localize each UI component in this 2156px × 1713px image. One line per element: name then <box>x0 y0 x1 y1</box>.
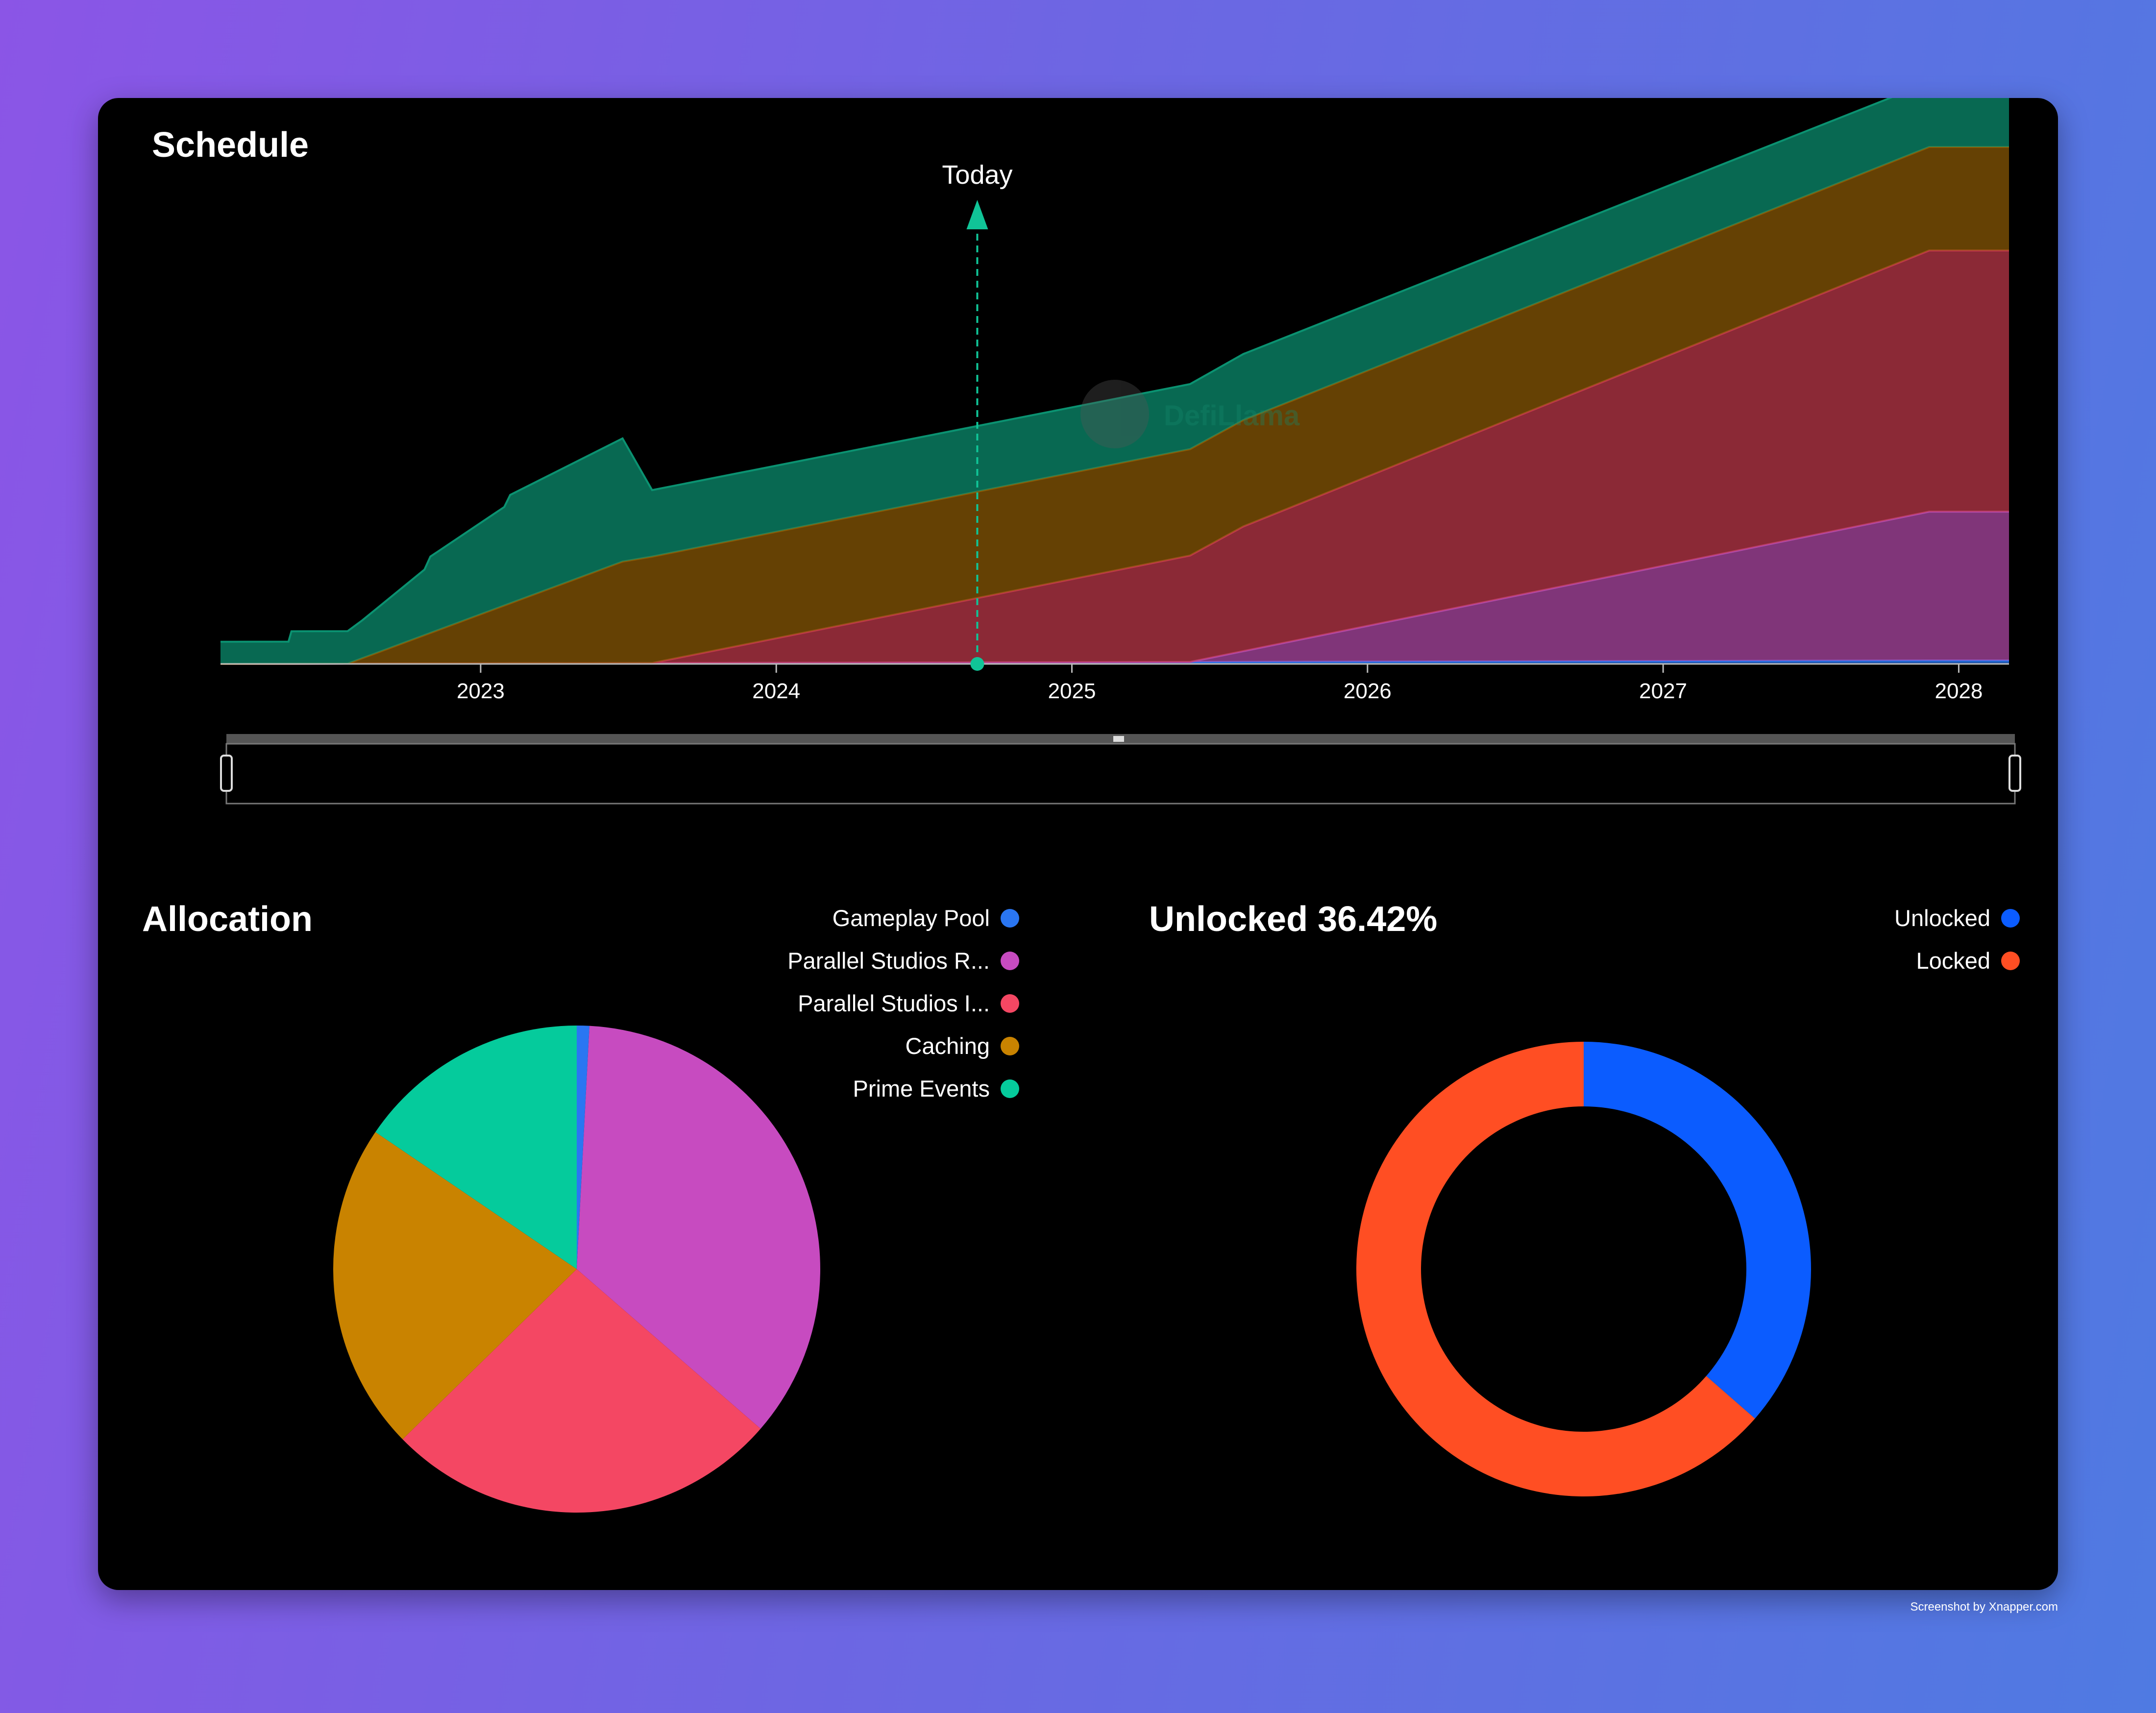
unlocked-donut-chart[interactable] <box>98 98 2058 1590</box>
slice-prime-events[interactable] <box>375 1026 577 1269</box>
legend-item-parallel-studios-i[interactable]: Parallel Studios I... <box>787 982 1019 1025</box>
schedule-line-4 <box>220 98 1893 643</box>
watermark: DefiLlama <box>1080 380 1300 448</box>
legend-label: Prime Events <box>853 1076 990 1101</box>
unlocked-legend: Unlocked Locked <box>1894 897 2020 982</box>
legend-dot-icon <box>1001 951 1019 970</box>
legend-item-unlocked[interactable]: Unlocked <box>1894 897 2020 939</box>
screenshot-credit: Screenshot by Xnapper.com <box>1910 1600 2058 1614</box>
legend-dot-icon <box>2001 908 2020 928</box>
today-arrow-icon <box>966 200 988 229</box>
legend-item-prime-events[interactable]: Prime Events <box>787 1067 1019 1110</box>
legend-dot-icon <box>1001 1079 1019 1098</box>
x-tick-label-2024: 2024 <box>752 679 800 703</box>
allocation-title: Allocation <box>142 900 313 939</box>
x-tick-label-2028: 2028 <box>1935 679 1983 703</box>
schedule-area-1 <box>220 512 2009 664</box>
schedule-title: Schedule <box>152 125 309 165</box>
zoom-handle-end[interactable] <box>2009 755 2021 792</box>
dashboard-card: Schedule DefiLlama 2023 2024 2025 2026 2027 20… <box>98 98 2058 1590</box>
legend-label: Unlocked <box>1894 905 1990 931</box>
slice-gameplay-pool[interactable] <box>577 1026 589 1269</box>
schedule-chart[interactable]: DefiLlama 2023 2024 2025 2026 2027 2028 Today <box>98 98 2058 833</box>
watermark-text: DefiLlama <box>1164 400 1300 432</box>
legend-item-gameplay-pool[interactable]: Gameplay Pool <box>787 897 1019 939</box>
slice-caching[interactable] <box>333 1132 577 1440</box>
legend-label: Locked <box>1916 948 1990 974</box>
zoom-handle-start[interactable] <box>220 755 233 792</box>
x-tick-label-2023: 2023 <box>457 679 505 703</box>
zoom-slider-grip-icon[interactable] <box>1113 736 1124 742</box>
allocation-legend: Gameplay Pool Parallel Studios R... Parall… <box>787 897 1019 1110</box>
today-marker-dot <box>970 657 984 671</box>
schedule-area-3 <box>220 147 2009 664</box>
legend-dot-icon <box>1001 908 1019 928</box>
legend-dot-icon <box>2001 951 2020 970</box>
legend-label: Caching <box>905 1033 990 1059</box>
today-label: Today <box>942 160 1012 190</box>
x-tick-label-2027: 2027 <box>1639 679 1687 703</box>
legend-label: Parallel Studios I... <box>798 990 990 1016</box>
slice-parallel-studios-i[interactable] <box>402 1269 761 1513</box>
schedule-area-2 <box>220 250 2009 664</box>
slice-locked[interactable] <box>1356 1042 1755 1496</box>
legend-item-locked[interactable]: Locked <box>1894 939 2020 982</box>
x-tick-label-2026: 2026 <box>1344 679 1392 703</box>
watermark-logo-icon <box>1080 380 1149 448</box>
slice-parallel-studios-r[interactable] <box>577 1026 820 1429</box>
allocation-pie-chart[interactable] <box>98 98 1078 1590</box>
x-tick-label-2025: 2025 <box>1048 679 1096 703</box>
legend-item-caching[interactable]: Caching <box>787 1025 1019 1067</box>
legend-label: Parallel Studios R... <box>787 948 990 974</box>
legend-label: Gameplay Pool <box>832 905 990 931</box>
unlocked-title: Unlocked 36.42% <box>1149 900 1438 939</box>
legend-dot-icon <box>1001 994 1019 1013</box>
slice-unlocked[interactable] <box>1584 1042 1811 1419</box>
legend-dot-icon <box>1001 1036 1019 1055</box>
legend-item-parallel-studios-r[interactable]: Parallel Studios R... <box>787 939 1019 982</box>
schedule-area-4 <box>220 98 2009 664</box>
